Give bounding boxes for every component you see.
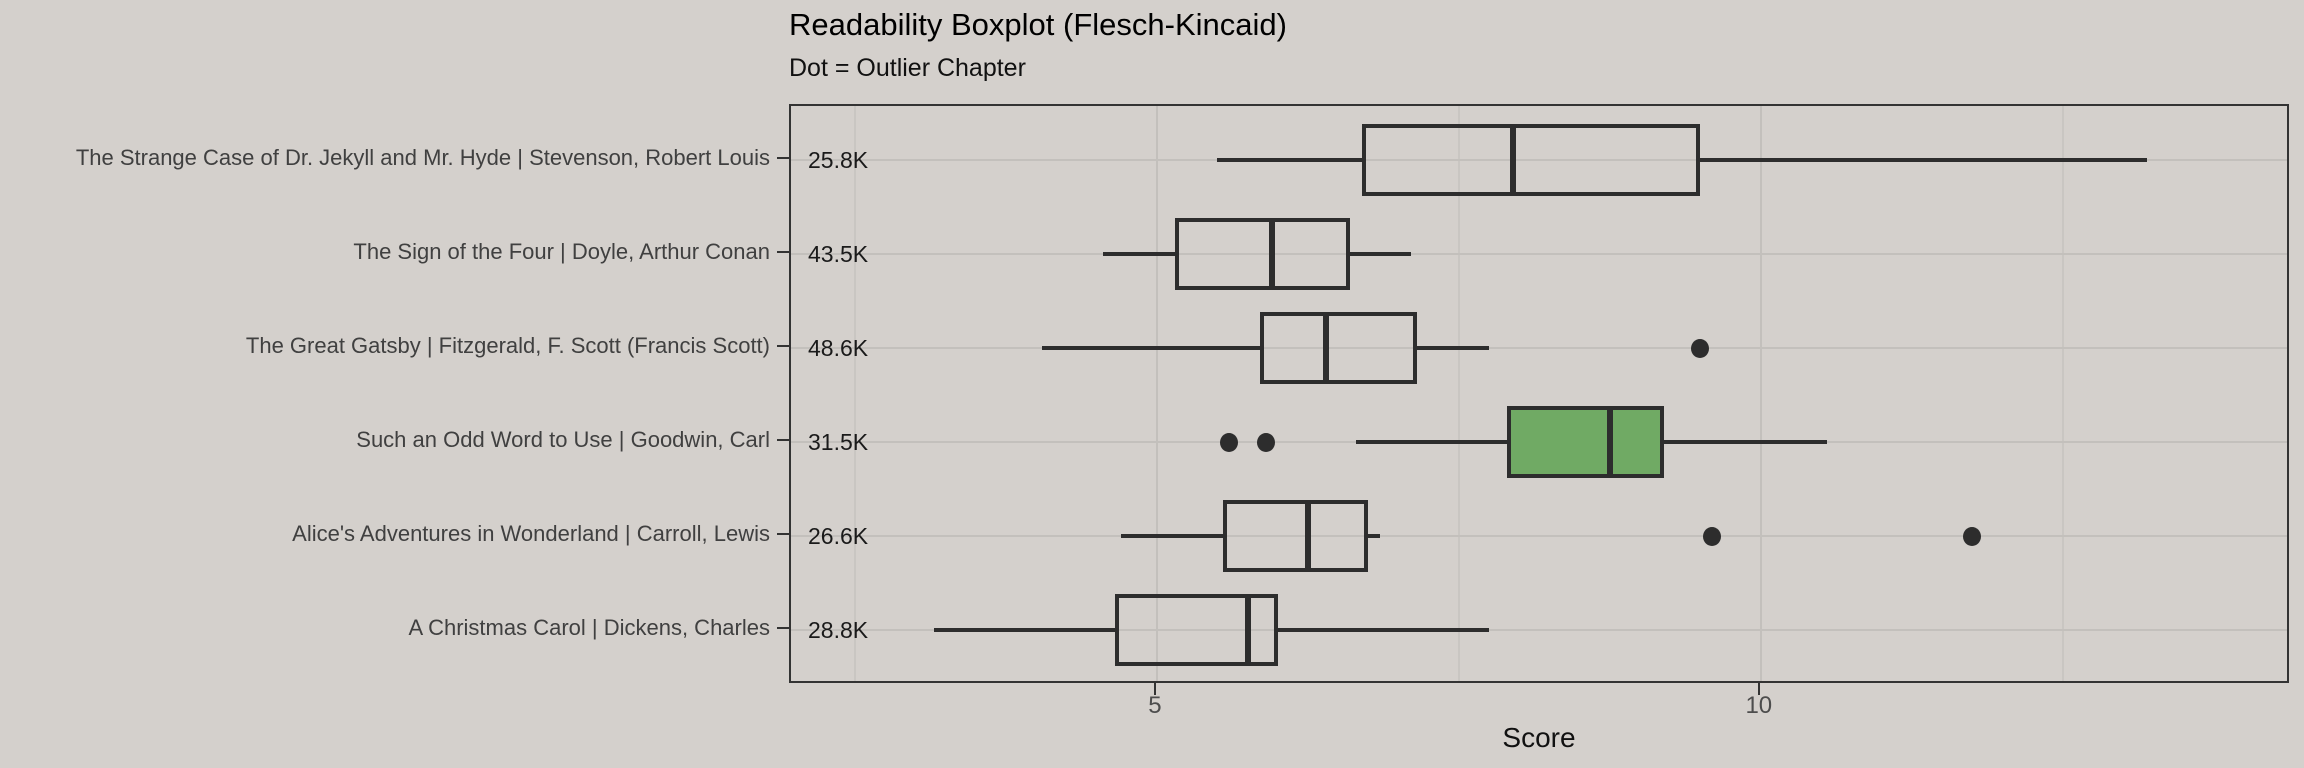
y-category-label: The Sign of the Four | Doyle, Arthur Con… — [353, 239, 770, 264]
whisker-high — [1416, 346, 1490, 350]
major-gridline — [1155, 106, 1158, 681]
word-count-label: 31.5K — [808, 429, 869, 455]
box-iqr — [1507, 406, 1665, 478]
row-gridline — [791, 253, 2287, 255]
minor-gridline — [854, 106, 856, 681]
x-axis-title: Score — [1502, 722, 1576, 753]
word-count-label: 25.8K — [808, 147, 869, 173]
outlier-dot — [1963, 527, 1982, 546]
whisker-low — [933, 628, 1115, 632]
y-category-label: A Christmas Carol | Dickens, Charles — [408, 615, 771, 640]
y-category-label: The Strange Case of Dr. Jekyll and Mr. H… — [75, 145, 770, 170]
row-gridline — [791, 629, 2287, 631]
whisker-high — [1350, 252, 1411, 256]
median-line — [1244, 594, 1251, 666]
whisker-low — [1102, 252, 1176, 256]
median-line — [1268, 218, 1275, 290]
box-iqr — [1114, 594, 1278, 666]
box-iqr — [1175, 218, 1351, 290]
outlier-dot — [1703, 527, 1722, 546]
y-tick-mark — [777, 533, 789, 535]
x-tick-label: 5 — [1148, 692, 1162, 719]
box-iqr — [1223, 500, 1369, 572]
y-tick-mark — [777, 157, 789, 159]
whisker-high — [1368, 534, 1381, 538]
y-tick-mark — [777, 439, 789, 441]
box-iqr — [1259, 312, 1417, 384]
whisker-low — [1217, 158, 1363, 162]
outlier-dot — [1220, 433, 1239, 452]
y-tick-mark — [777, 345, 789, 347]
y-tick-mark — [777, 627, 789, 629]
word-count-label: 43.5K — [808, 241, 869, 267]
row-gridline — [791, 347, 2287, 349]
median-line — [1323, 312, 1330, 384]
whisker-high — [1664, 440, 1828, 444]
x-tick-mark — [1757, 683, 1760, 695]
outlier-dot — [1691, 339, 1710, 358]
median-line — [1304, 500, 1311, 572]
row-gridline — [791, 535, 2287, 537]
median-line — [1606, 406, 1613, 478]
whisker-low — [1042, 346, 1260, 350]
whisker-high — [1700, 158, 2148, 162]
box-iqr — [1362, 124, 1701, 196]
chart-title: Readability Boxplot (Flesch-Kincaid) — [789, 7, 1287, 42]
major-gridline — [1759, 106, 1762, 681]
whisker-low — [1120, 534, 1224, 538]
chart-subtitle: Dot = Outlier Chapter — [789, 54, 1026, 82]
median-line — [1510, 124, 1517, 196]
minor-gridline — [1457, 106, 1460, 681]
x-tick-label: 10 — [1745, 692, 1773, 719]
y-category-label: Such an Odd Word to Use | Goodwin, Carl — [356, 427, 770, 452]
y-category-label: Alice's Adventures in Wonderland | Carro… — [292, 521, 770, 546]
row-gridline — [791, 159, 2287, 161]
x-tick-mark — [1153, 683, 1156, 695]
y-category-label: The Great Gatsby | Fitzgerald, F. Scott … — [245, 333, 770, 358]
word-count-label: 48.6K — [808, 335, 869, 361]
whisker-low — [1356, 440, 1508, 444]
plot-panel: 25.8K 43.5K 48.6K 31.5K 26.6K 28.8K — [789, 104, 2289, 683]
minor-gridline — [2061, 106, 2064, 681]
y-tick-mark — [777, 251, 789, 253]
word-count-label: 28.8K — [808, 617, 869, 643]
whisker-high — [1277, 628, 1490, 632]
outlier-dot — [1256, 433, 1275, 452]
word-count-label: 26.6K — [808, 523, 869, 549]
